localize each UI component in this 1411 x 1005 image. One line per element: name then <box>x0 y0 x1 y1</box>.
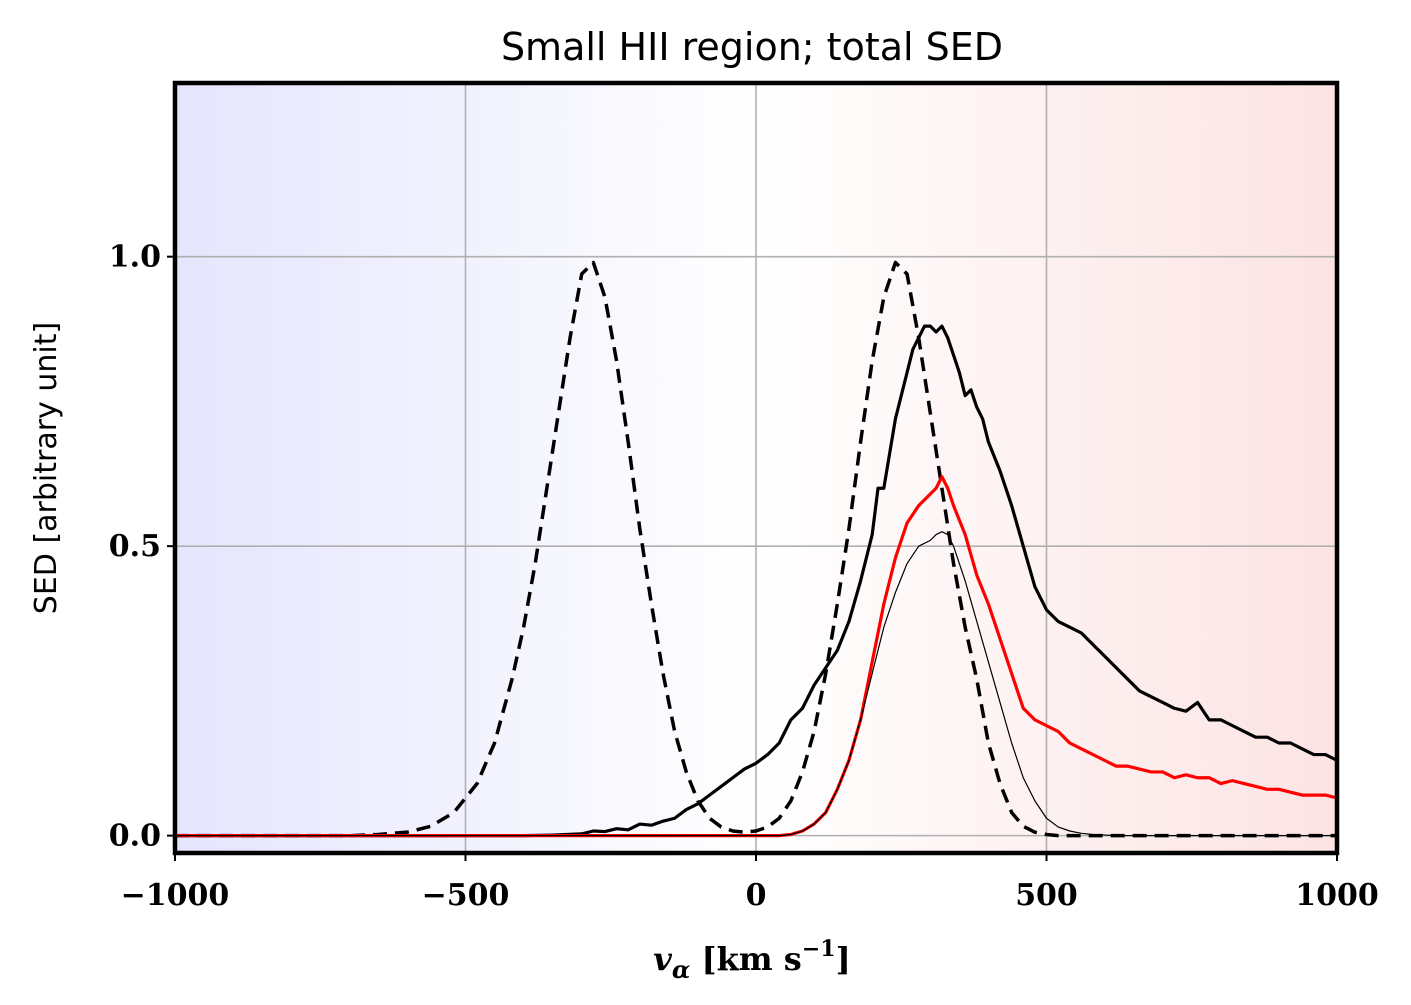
x-axis-var: v <box>653 940 672 978</box>
y-axis-label: SED [arbitrary unit] <box>29 322 64 614</box>
x-axis-label: vα [km s−1] <box>653 936 850 984</box>
x-axis-sub: α <box>672 955 690 984</box>
y-tick-label: 0.5 <box>109 529 161 564</box>
series-line-2 <box>175 324 1337 838</box>
x-axis-unit-close: ] <box>836 940 851 978</box>
y-tick-label: 0.0 <box>109 819 161 854</box>
series-line-4 <box>175 531 1337 837</box>
x-axis-exp: −1 <box>802 936 836 962</box>
x-axis-unit-open: [km s <box>690 940 801 978</box>
ticks: −1000 −500 0 500 1000 0.0 0.5 1.0 <box>109 240 1379 913</box>
x-tick-label: 500 <box>1015 878 1078 913</box>
y-tick-label: 1.0 <box>109 240 161 275</box>
chart-title: Small HII region; total SED <box>501 25 1003 69</box>
x-tick-label: 1000 <box>1295 878 1379 913</box>
series-line-3 <box>175 475 1337 838</box>
x-tick-label: −500 <box>422 878 510 913</box>
x-tick-label: 0 <box>746 878 767 913</box>
series-group <box>175 260 1337 838</box>
x-tick-label: −1000 <box>121 878 230 913</box>
